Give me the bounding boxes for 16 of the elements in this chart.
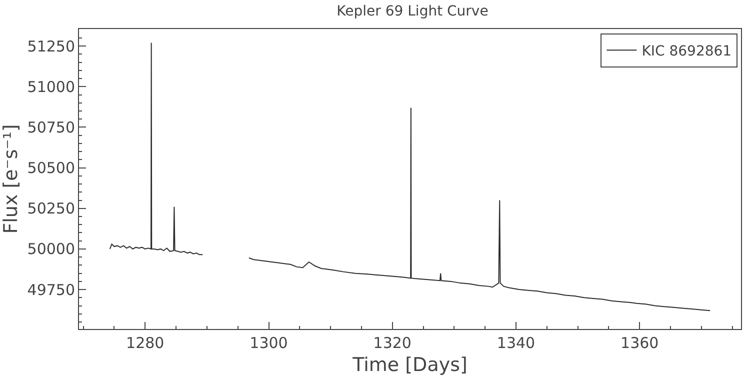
y-tick-label: 50250 [27,200,75,218]
y-tick-label: 49750 [27,280,75,299]
y-axis-title: Flux [e⁻s⁻¹] [0,124,22,234]
x-tick-label: 1280 [126,334,164,352]
chart-title: Kepler 69 Light Curve [336,3,488,20]
x-tick-label: 1300 [250,334,288,352]
x-axis-title: Time [Days] [352,354,468,376]
y-tick-label: 50500 [27,159,75,178]
x-tick-label: 1320 [373,334,412,352]
y-tick-label: 51000 [27,78,75,96]
y-tick-label: 50750 [27,118,75,136]
y-tick-label: 51250 [27,37,75,56]
legend-label: KIC 8692861 [642,44,732,60]
x-tick-label: 1360 [620,334,659,352]
x-tick-label: 1340 [496,334,536,352]
y-tick-label: 50000 [27,240,75,258]
